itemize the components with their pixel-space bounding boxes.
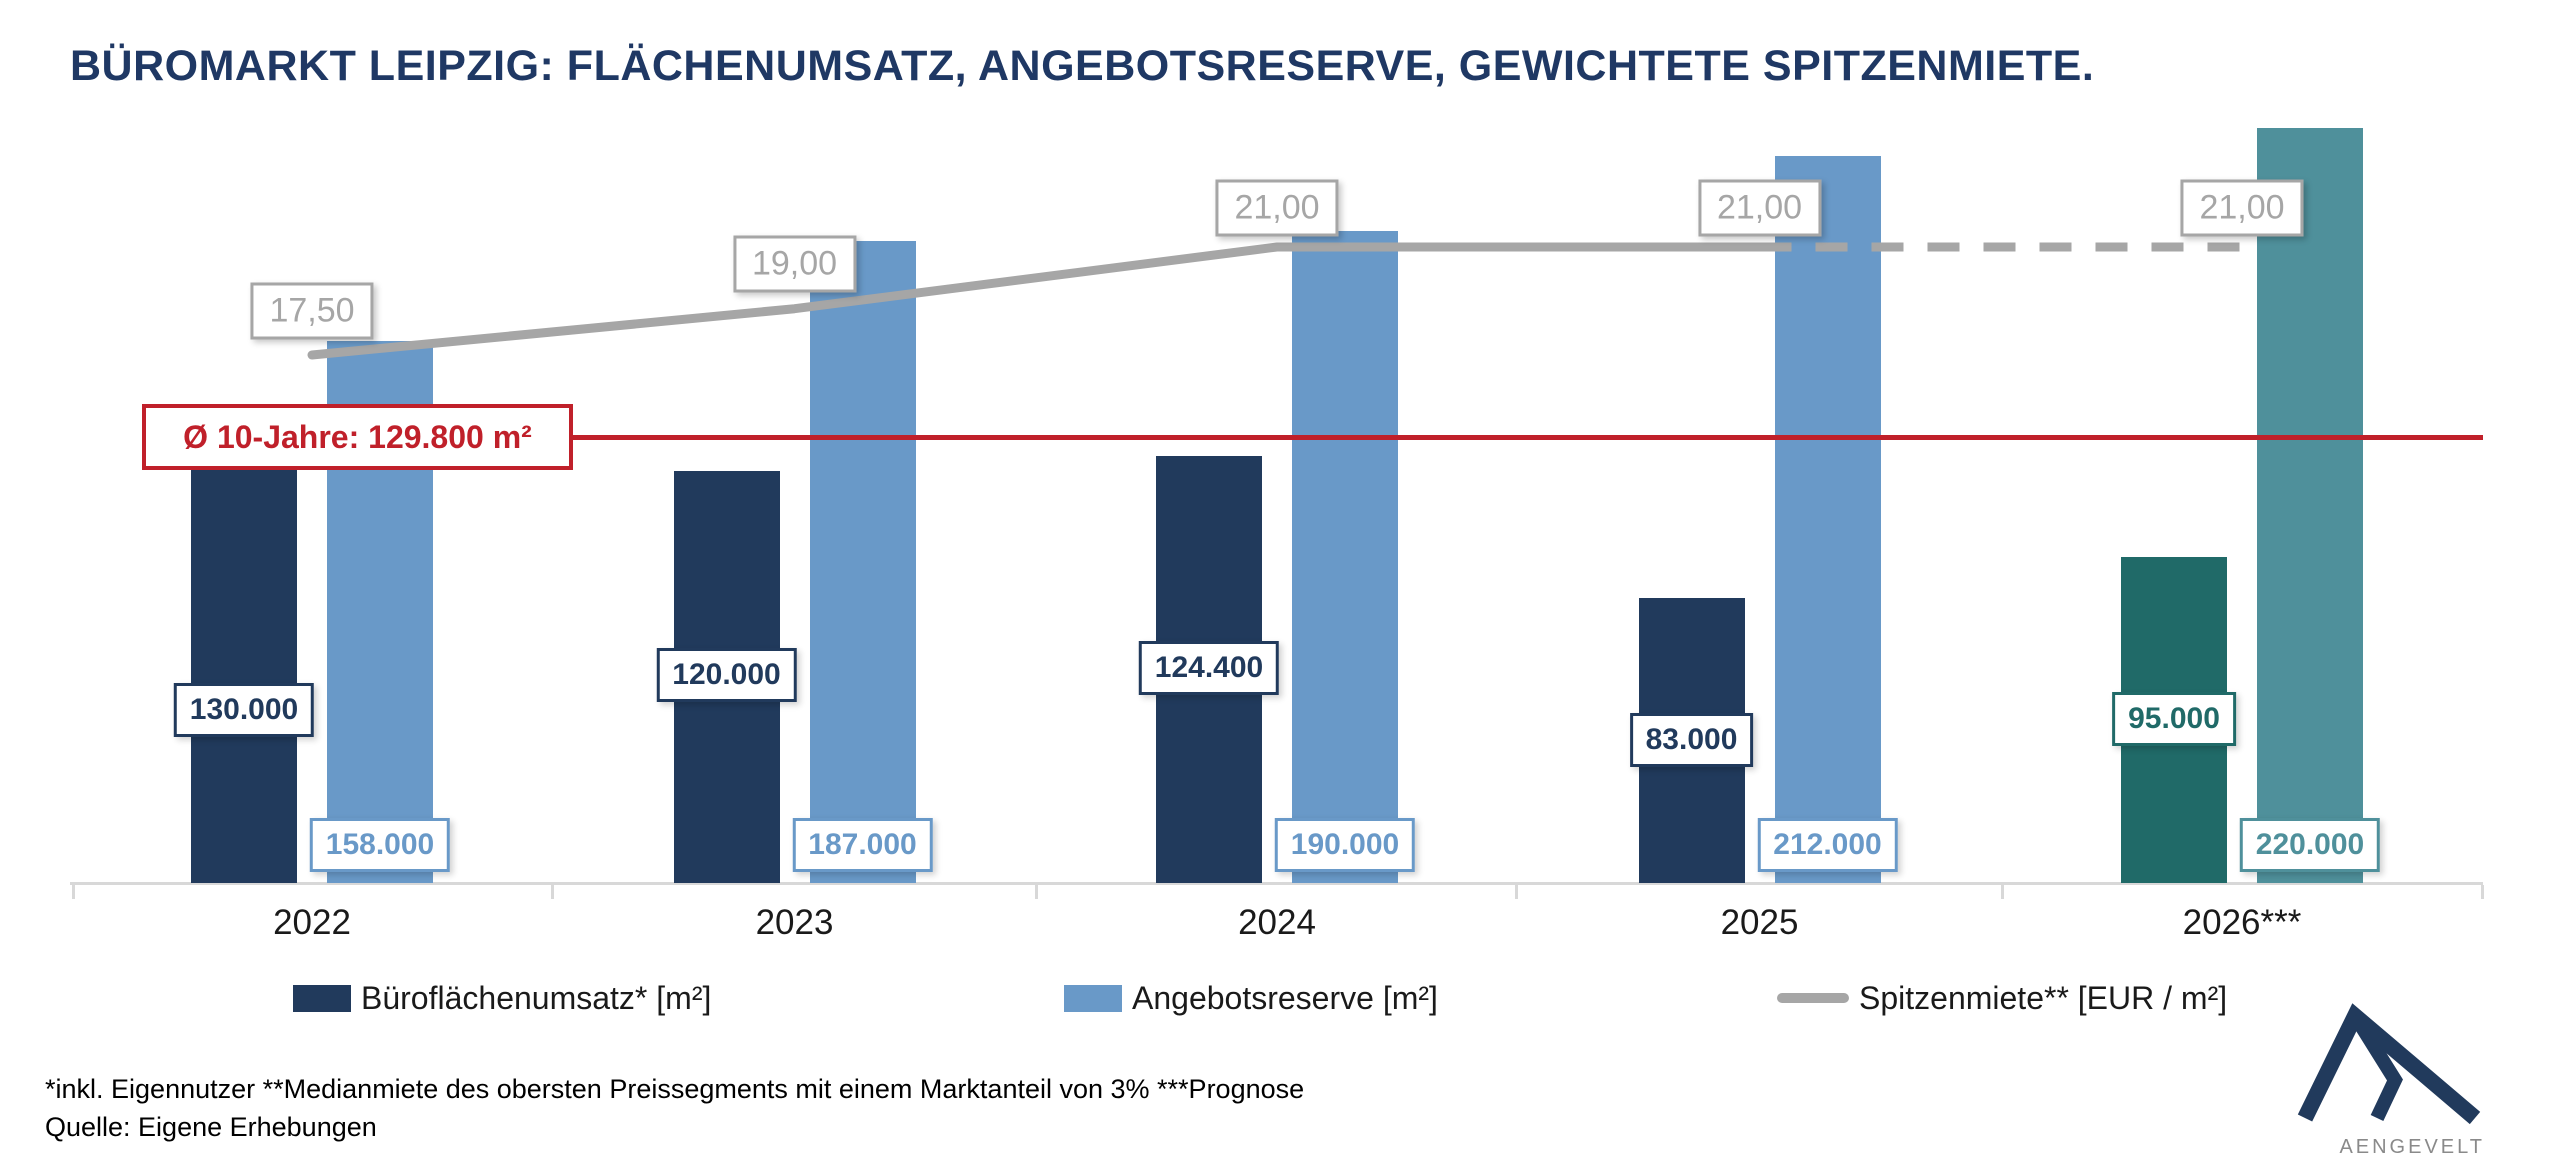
bar-reserve-1 <box>809 241 916 883</box>
legend-swatch-reserve <box>1064 984 1122 1012</box>
x-axis-tick <box>1035 885 1038 899</box>
label-rent-2: 21,00 <box>1215 179 1339 237</box>
bar-umsatz-0 <box>191 437 297 883</box>
legend-label-0: Büroflächenumsatz* [m²] <box>361 979 712 1016</box>
legend-swatch-rent-line <box>1777 993 1849 1003</box>
footnote: *inkl. Eigennutzer **Medianmiete des obe… <box>45 1074 1305 1104</box>
legend-item-0: Büroflächenumsatz* [m²] <box>293 976 711 1020</box>
x-axis-label-2024: 2024 <box>1238 903 1316 942</box>
x-axis-tick <box>1515 885 1518 899</box>
source-note: Quelle: Eigene Erhebungen <box>45 1112 377 1142</box>
label-reserve-3: 212.000 <box>1757 818 1898 872</box>
label-reserve-0: 158.000 <box>309 818 451 872</box>
company-logo: AENGEVELT <box>2295 1000 2485 1160</box>
x-axis-tick <box>2001 885 2004 899</box>
legend-item-2: Spitzenmiete** [EUR / m²] <box>1777 976 2227 1020</box>
legend-item-1: Angebotsreserve [m²] <box>1064 976 1438 1020</box>
legend-label-2: Spitzenmiete** [EUR / m²] <box>1859 979 2228 1016</box>
label-umsatz-0: 130.000 <box>173 683 315 737</box>
label-rent-0: 17,50 <box>250 282 374 340</box>
bar-reserve-3 <box>1774 156 1881 883</box>
x-axis-label-2026: 2026*** <box>2182 903 2302 942</box>
bar-reserve-2 <box>1292 231 1398 883</box>
label-umsatz-4: 95.000 <box>2112 692 2236 746</box>
chart-title: BÜROMARKT LEIPZIG: FLÄCHENUMSATZ, ANGEBO… <box>70 42 2095 90</box>
average-label-box: Ø 10-Jahre: 129.800 m² <box>142 404 573 470</box>
x-axis-line <box>70 882 2483 885</box>
legend-label-1: Angebotsreserve [m²] <box>1132 979 1438 1016</box>
logo-mark-icon <box>2297 1003 2481 1125</box>
rent-line-solid <box>307 242 1764 360</box>
label-umsatz-1: 120.000 <box>656 648 797 702</box>
logo-wordmark: AENGEVELT <box>2339 1136 2485 1158</box>
label-rent-1: 19,00 <box>732 235 857 293</box>
x-axis-tick <box>2481 885 2484 899</box>
x-axis-tick <box>72 885 75 899</box>
label-umsatz-2: 124.400 <box>1138 641 1280 695</box>
label-rent-3: 21,00 <box>1697 179 1822 237</box>
label-rent-4: 21,00 <box>2180 179 2304 237</box>
label-umsatz-3: 83.000 <box>1629 713 1754 767</box>
label-reserve-2: 190.000 <box>1274 818 1416 872</box>
label-reserve-1: 187.000 <box>792 818 933 872</box>
legend-swatch-umsatz <box>293 984 351 1012</box>
legend: Büroflächenumsatz* [m²] Angebotsreserve [… <box>0 976 2560 1020</box>
x-axis-label-2022: 2022 <box>273 903 351 942</box>
x-axis-tick <box>551 885 554 899</box>
average-line <box>573 435 2483 440</box>
bar-reserve-4 <box>2257 128 2363 883</box>
label-reserve-4: 220.000 <box>2239 818 2381 872</box>
x-axis-label-2025: 2025 <box>1720 903 1799 942</box>
x-axis-label-2023: 2023 <box>755 903 834 942</box>
